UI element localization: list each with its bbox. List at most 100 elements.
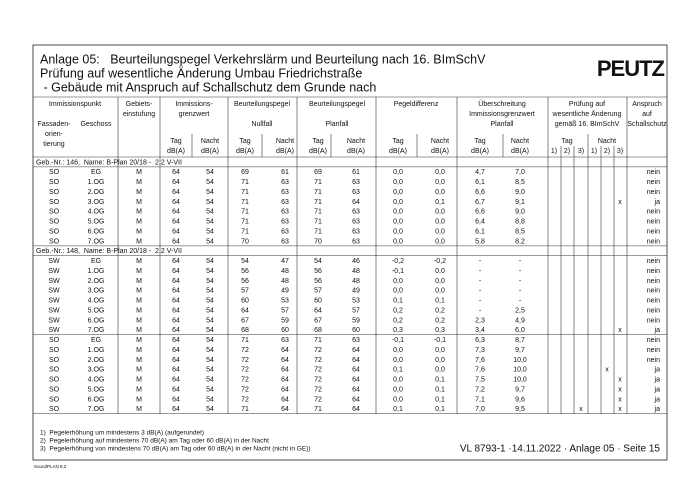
table-cell: 0,0: [435, 169, 445, 176]
table-cell: M: [136, 288, 142, 295]
footnote: 3) Pegelerhöhung von mindestens 70 dB(A)…: [40, 446, 311, 453]
table-cell: 3.OG: [88, 288, 105, 295]
table-cell: 63: [281, 209, 289, 216]
table-cell: 6.OG: [88, 396, 105, 403]
header-cell: Nullfall: [251, 121, 272, 128]
table-cell: SW: [48, 288, 60, 295]
header-cell: Tag: [474, 138, 485, 145]
table-cell: 64: [172, 298, 180, 305]
table-cell: 60: [352, 327, 360, 334]
table-cell: SW: [48, 268, 60, 275]
table-cell: 64: [241, 307, 249, 314]
table-cell: 64: [172, 307, 180, 314]
table-cell: 0,2: [393, 317, 403, 324]
table-cell: 5,8: [475, 238, 485, 245]
table-cell: 0,1: [393, 298, 403, 305]
header-cell: Schallschutz: [627, 121, 667, 128]
table-cell: SO: [49, 189, 60, 196]
table-cell: x: [618, 406, 622, 413]
table-cell: 70: [241, 238, 249, 245]
table-cell: -0,2: [392, 258, 404, 265]
table-cell: 0,1: [435, 386, 445, 393]
table-cell: 64: [352, 199, 360, 206]
table-cell: 56: [241, 278, 249, 285]
table-cell: 6,6: [475, 189, 485, 196]
header-cell: Anspruch: [632, 101, 662, 108]
table-cell: 0,0: [435, 238, 445, 245]
header-cell: 3): [617, 148, 623, 155]
table-cell: 0,0: [435, 347, 445, 354]
table-cell: SO: [49, 238, 60, 245]
table-cell: x: [618, 377, 622, 384]
table-cell: M: [136, 278, 142, 285]
table-cell: 3,4: [475, 327, 485, 334]
table-cell: nein: [647, 228, 660, 235]
table-cell: 54: [206, 377, 214, 384]
table-cell: 0,1: [435, 377, 445, 384]
table-cell: nein: [647, 317, 660, 324]
table-cell: -: [519, 268, 522, 275]
header-cell: Immissionspunkt: [49, 101, 101, 108]
table-cell: 0,0: [435, 219, 445, 226]
table-cell: 0,1: [435, 406, 445, 413]
table-cell: nein: [647, 288, 660, 295]
table-cell: 8,8: [515, 219, 525, 226]
table-cell: nein: [647, 179, 660, 186]
table-cell: 4,7: [475, 169, 485, 176]
table-cell: 63: [281, 238, 289, 245]
header-cell: dB(A): [201, 148, 219, 155]
table-cell: 71: [241, 199, 249, 206]
section-label: Geb.-Nr.: 148, Name: B-Plan 20/18 - 2.2 …: [36, 248, 182, 255]
table-cell: 64: [172, 209, 180, 216]
table-cell: 64: [172, 357, 180, 364]
header-cell: Gebiets-: [126, 101, 153, 108]
table-cell: 7,6: [475, 357, 485, 364]
table-cell: 54: [206, 228, 214, 235]
table-cell: SO: [49, 337, 60, 344]
table-cell: 72: [314, 396, 322, 403]
table-cell: 10,0: [513, 377, 527, 384]
table-cell: -0,2: [434, 258, 446, 265]
table-cell: 0,0: [435, 278, 445, 285]
table-cell: 54: [206, 189, 214, 196]
table-cell: M: [136, 347, 142, 354]
table-cell: 64: [172, 406, 180, 413]
table-cell: nein: [647, 347, 660, 354]
table-cell: 8,5: [515, 228, 525, 235]
table-cell: 0,0: [393, 219, 403, 226]
table-cell: 6,1: [475, 228, 485, 235]
table-cell: 64: [352, 406, 360, 413]
table-cell: 0,0: [435, 189, 445, 196]
table-cell: 0,0: [435, 268, 445, 275]
table-cell: 0,0: [393, 357, 403, 364]
table-cell: 49: [281, 288, 289, 295]
table-cell: 48: [281, 278, 289, 285]
table-cell: nein: [647, 238, 660, 245]
header-cell: dB(A): [276, 148, 294, 155]
table-cell: 0,1: [393, 406, 403, 413]
table-cell: 0,0: [393, 199, 403, 206]
header-cell: Nacht: [276, 138, 294, 145]
table-cell: 2.OG: [88, 189, 105, 196]
table-cell: 71: [241, 228, 249, 235]
table-cell: M: [136, 386, 142, 393]
table-cell: 72: [241, 347, 249, 354]
table-cell: 53: [352, 298, 360, 305]
table-cell: 63: [281, 337, 289, 344]
table-cell: 54: [206, 278, 214, 285]
table-cell: 54: [206, 268, 214, 275]
table-cell: 7.OG: [88, 406, 105, 413]
table-cell: 0,1: [393, 367, 403, 374]
table-cell: 64: [172, 219, 180, 226]
table-cell: nein: [647, 278, 660, 285]
header-cell: Nacht: [598, 138, 616, 145]
table-cell: x: [618, 386, 622, 393]
table-cell: 8,7: [515, 337, 525, 344]
table-cell: SO: [49, 169, 60, 176]
header-cell: Tag: [561, 138, 572, 145]
table-cell: 71: [241, 406, 249, 413]
table-cell: 56: [314, 268, 322, 275]
table-cell: M: [136, 327, 142, 334]
table-cell: 63: [352, 189, 360, 196]
